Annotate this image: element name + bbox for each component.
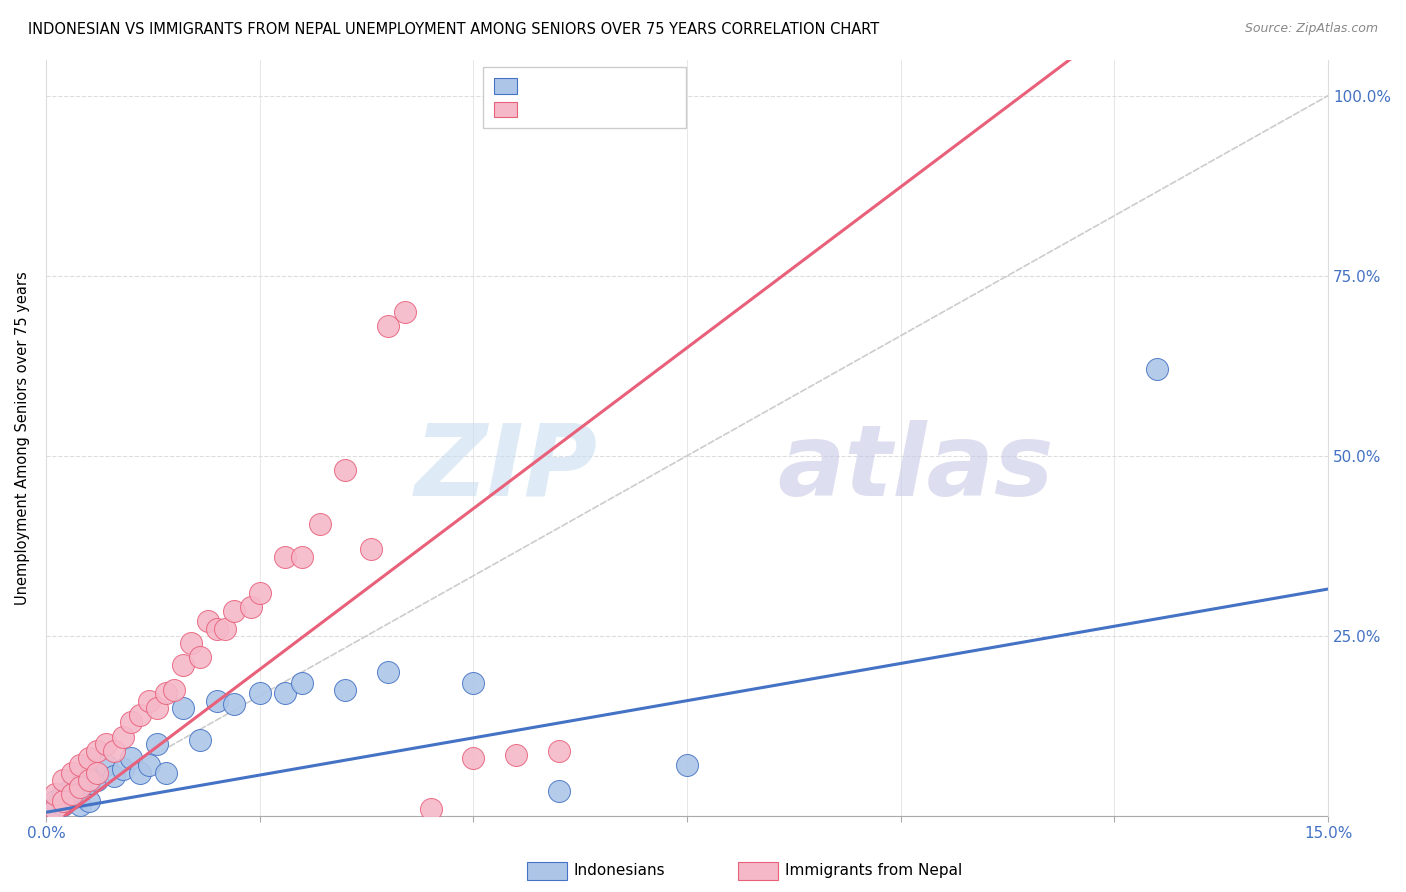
Point	[86, 744, 108, 758]
Point	[214, 622, 236, 636]
Point	[547, 744, 569, 758]
Point	[94, 758, 117, 772]
Point	[77, 772, 100, 787]
Point	[60, 791, 83, 805]
Point	[69, 758, 91, 772]
Point	[547, 783, 569, 797]
Point	[138, 758, 160, 772]
Point	[103, 744, 125, 758]
Text: Immigrants from Nepal: Immigrants from Nepal	[785, 863, 962, 878]
Point	[44, 795, 66, 809]
Point	[52, 787, 75, 801]
Point	[86, 765, 108, 780]
Point	[138, 693, 160, 707]
Text: Indonesians: Indonesians	[574, 863, 665, 878]
Point	[180, 636, 202, 650]
Point	[291, 675, 314, 690]
Point	[52, 798, 75, 813]
Point	[69, 798, 91, 813]
Point	[111, 730, 134, 744]
Point	[77, 776, 100, 790]
Point	[274, 549, 297, 564]
Point	[1146, 362, 1168, 376]
Point	[205, 622, 228, 636]
Text: N = 32: N = 32	[600, 75, 657, 90]
Point	[308, 517, 330, 532]
Point	[249, 585, 271, 599]
Point	[249, 686, 271, 700]
Text: R = 0.516: R = 0.516	[516, 75, 593, 90]
Point	[120, 715, 142, 730]
Point	[205, 693, 228, 707]
Point	[52, 795, 75, 809]
Point	[77, 751, 100, 765]
Point	[60, 765, 83, 780]
Point	[333, 682, 356, 697]
Point	[155, 765, 177, 780]
Point	[44, 787, 66, 801]
Text: N = 41: N = 41	[600, 108, 657, 123]
Point	[120, 751, 142, 765]
Point	[172, 657, 194, 672]
Point	[240, 600, 263, 615]
Point	[52, 772, 75, 787]
Point	[291, 549, 314, 564]
Point	[676, 758, 699, 772]
Text: ZIP: ZIP	[415, 419, 598, 516]
Point	[505, 747, 527, 762]
Point	[129, 765, 152, 780]
Point	[419, 802, 441, 816]
Point	[146, 737, 169, 751]
Point	[44, 802, 66, 816]
Point	[69, 783, 91, 797]
Point	[86, 772, 108, 787]
Point	[463, 751, 485, 765]
Point	[77, 795, 100, 809]
Point	[377, 319, 399, 334]
Point	[172, 701, 194, 715]
Point	[394, 304, 416, 318]
Point	[60, 787, 83, 801]
Point	[103, 769, 125, 783]
Point	[222, 698, 245, 712]
Point	[94, 737, 117, 751]
Point	[463, 675, 485, 690]
Point	[129, 708, 152, 723]
Point	[69, 780, 91, 794]
Point	[146, 701, 169, 715]
Text: INDONESIAN VS IMMIGRANTS FROM NEPAL UNEMPLOYMENT AMONG SENIORS OVER 75 YEARS COR: INDONESIAN VS IMMIGRANTS FROM NEPAL UNEM…	[28, 22, 879, 37]
Point	[333, 463, 356, 477]
Point	[188, 650, 211, 665]
Point	[155, 686, 177, 700]
Point	[197, 615, 219, 629]
Point	[222, 604, 245, 618]
Point	[44, 802, 66, 816]
Text: atlas: atlas	[776, 419, 1053, 516]
Point	[60, 780, 83, 794]
Text: Source: ZipAtlas.com: Source: ZipAtlas.com	[1244, 22, 1378, 36]
Point	[377, 665, 399, 679]
Legend:                               ,                               : ,	[484, 67, 686, 128]
Point	[274, 686, 297, 700]
Y-axis label: Unemployment Among Seniors over 75 years: Unemployment Among Seniors over 75 years	[15, 271, 30, 605]
Point	[188, 733, 211, 747]
Point	[163, 682, 186, 697]
Text: R = 0.517: R = 0.517	[516, 108, 593, 123]
Point	[111, 762, 134, 776]
Point	[360, 542, 382, 557]
